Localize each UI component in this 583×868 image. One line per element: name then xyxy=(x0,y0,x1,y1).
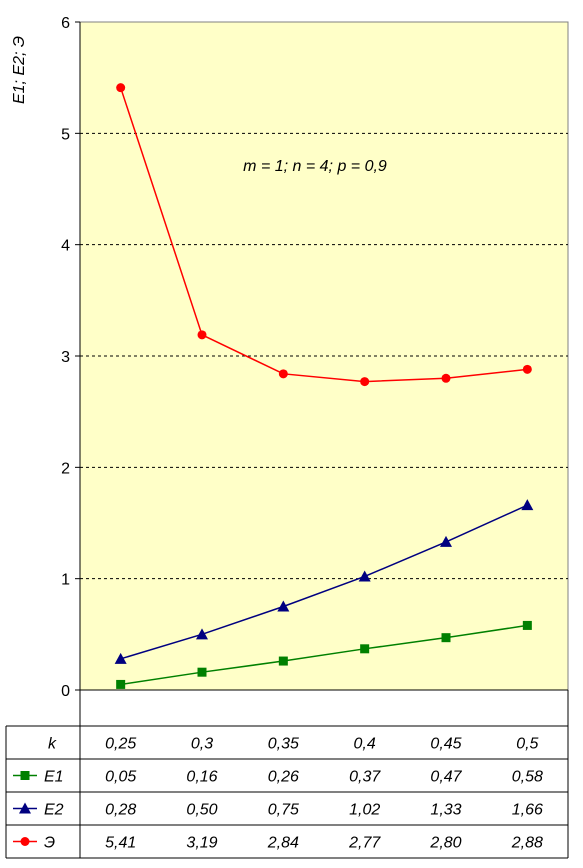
data-point xyxy=(278,369,288,379)
data-point xyxy=(522,364,532,374)
legend-key-marker xyxy=(20,771,30,780)
data-point xyxy=(197,667,207,677)
y-tick-label: 3 xyxy=(61,349,70,366)
data-point xyxy=(521,499,534,511)
x-category-label: 0,25 xyxy=(105,736,136,753)
data-label: 0,26 xyxy=(268,769,299,786)
y-tick-label: 2 xyxy=(61,460,70,477)
plot-area xyxy=(79,21,569,691)
series-0 xyxy=(116,620,532,689)
series-line xyxy=(120,624,528,686)
legend-entry: E1 xyxy=(44,769,64,786)
y-tick-label: 1 xyxy=(61,572,70,589)
y-tick-label: 5 xyxy=(61,126,70,143)
legend-entry: E2 xyxy=(44,802,64,819)
data-label: 0,75 xyxy=(268,802,299,819)
data-point xyxy=(441,633,451,643)
x-category-label: 0,45 xyxy=(430,736,461,753)
data-point xyxy=(440,535,452,547)
data-label: 0,50 xyxy=(186,802,217,819)
data-label: 2,77 xyxy=(348,835,381,852)
data-point xyxy=(360,377,370,387)
y-axis-label: E1; E2; Э xyxy=(11,36,28,104)
data-point xyxy=(114,652,127,664)
data-point xyxy=(196,628,208,640)
data-label: 2,80 xyxy=(429,835,461,852)
series-group xyxy=(114,83,534,689)
chart-annotation: m = 1; n = 4; p = 0,9 xyxy=(243,158,387,175)
x-category-label: 0,3 xyxy=(191,736,213,753)
data-point xyxy=(360,644,370,654)
data-point xyxy=(441,373,451,383)
y-tick-label: 0 xyxy=(61,683,70,700)
series-line xyxy=(119,87,528,383)
data-point xyxy=(116,679,126,689)
data-table: k 0,25 0,3 0,35 0,4 0,45 0,5 E1 0,05 0,16 0,26 0,37… xyxy=(5,690,569,859)
data-label: 3,19 xyxy=(186,835,217,852)
data-point xyxy=(522,620,532,630)
data-label: 0,58 xyxy=(512,769,543,786)
data-point xyxy=(197,330,207,340)
data-label: 0,37 xyxy=(349,769,381,786)
data-point xyxy=(278,656,288,666)
data-label: 0,05 xyxy=(105,769,136,786)
series-2 xyxy=(116,83,532,387)
data-point xyxy=(358,570,371,582)
y-tick-label: 6 xyxy=(61,15,70,32)
data-label: 5,41 xyxy=(105,835,136,852)
data-label: 1,66 xyxy=(512,802,543,819)
table-header-k: k xyxy=(48,736,57,753)
y-tick-label: 4 xyxy=(61,238,70,255)
legend-key-marker xyxy=(20,837,30,846)
data-label: 2,88 xyxy=(511,835,543,852)
x-category-label: 0,35 xyxy=(268,736,299,753)
data-point xyxy=(277,600,290,612)
x-category-label: 0,5 xyxy=(516,736,538,753)
data-label: 0,16 xyxy=(186,769,217,786)
data-point xyxy=(116,83,126,93)
series-line xyxy=(120,504,528,660)
x-category-label: 0,4 xyxy=(354,736,376,753)
data-label: 0,28 xyxy=(105,802,136,819)
data-label: 0,47 xyxy=(430,769,462,786)
legend-key-marker xyxy=(19,802,31,814)
data-label: 1,33 xyxy=(430,802,461,819)
data-label: 2,84 xyxy=(267,835,299,852)
axes: 0 1 2 3 4 5 6 xyxy=(61,15,568,700)
series-1 xyxy=(114,499,534,664)
legend-entry: Э xyxy=(44,835,55,852)
data-label: 1,02 xyxy=(349,802,380,819)
